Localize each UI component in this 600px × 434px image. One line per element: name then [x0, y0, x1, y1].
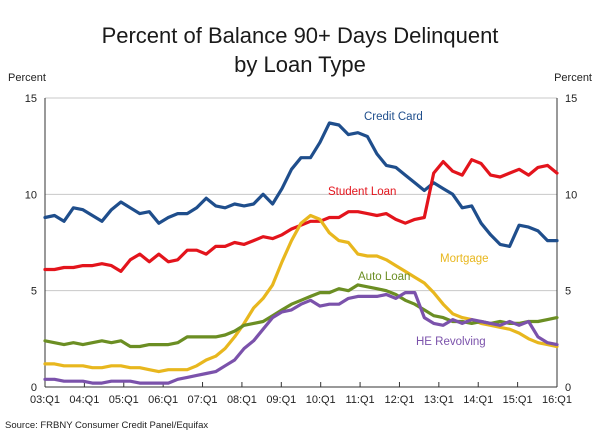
x-tick-label: 11:Q1: [345, 394, 374, 406]
y-tick-label-right: 15: [565, 93, 577, 105]
x-tick-label: 12:Q1: [384, 394, 414, 406]
right-axis-unit: Percent: [554, 72, 592, 84]
label-mortgage: Mortgage: [440, 253, 489, 265]
y-tick-labels: 0 0 5 5 10 10 15 15: [25, 93, 578, 394]
x-tick-label: 08:Q1: [227, 394, 257, 406]
label-credit-card: Credit Card: [364, 111, 423, 123]
x-tick-label: 05:Q1: [109, 394, 139, 406]
axes: [44, 98, 558, 388]
x-tick-label: 14:Q1: [463, 394, 493, 406]
chart-title-line1: Percent of Balance 90+ Days Delinquent: [102, 23, 499, 48]
x-tick-label: 15:Q1: [503, 394, 533, 406]
y-tick-label-left: 5: [31, 286, 37, 298]
x-tick-label: 06:Q1: [148, 394, 178, 406]
x-tick-label: 13:Q1: [424, 394, 454, 406]
x-tick-label: 07:Q1: [188, 394, 218, 406]
y-tick-label-left: 15: [25, 93, 37, 105]
source-note: Source: FRBNY Consumer Credit Panel/Equi…: [5, 420, 208, 431]
label-student-loan: Student Loan: [328, 186, 396, 198]
y-tick-label-left: 0: [31, 382, 37, 394]
series-line-credit-card: [43, 121, 559, 248]
y-tick-label-left: 10: [25, 189, 37, 201]
series-lines: [43, 121, 559, 385]
series-line-auto-loan: [43, 283, 559, 349]
series-line-he-revolving: [43, 291, 559, 385]
y-tick-label-right: 10: [565, 189, 577, 201]
y-tick-label-right: 5: [565, 286, 571, 298]
chart-title-line2: by Loan Type: [234, 52, 366, 77]
y-tick-label-right: 0: [565, 382, 571, 394]
x-tick-label: 09:Q1: [266, 394, 296, 406]
x-tick-label: 04:Q1: [69, 394, 99, 406]
series-line-mortgage: [43, 213, 559, 374]
grid-lines: [45, 97, 557, 292]
x-tick-label: 03:Q1: [30, 394, 60, 406]
left-axis-unit: Percent: [8, 72, 46, 84]
x-tick-label: 16:Q1: [542, 394, 572, 406]
label-he-revolving: HE Revolving: [416, 336, 486, 348]
label-auto-loan: Auto Loan: [358, 271, 410, 283]
x-tick-labels: 03:Q1 04:Q1 05:Q1 06:Q1 07:Q1 08:Q1 09:Q1 10:Q1…: [30, 394, 572, 406]
x-tick-label: 10:Q1: [306, 394, 336, 406]
